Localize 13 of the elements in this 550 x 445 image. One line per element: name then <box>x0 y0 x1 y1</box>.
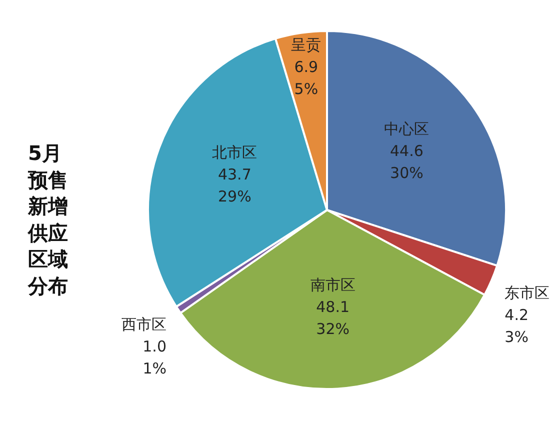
slice-label: 呈贡 <box>291 36 322 54</box>
data-label: 6.9 5% <box>294 58 318 98</box>
slice-label: 北市区 <box>212 144 258 162</box>
data-label: 48.1 32% <box>316 298 350 338</box>
data-label: 44.6 30% <box>390 142 424 182</box>
data-label: 43.7 29% <box>218 166 252 206</box>
slice-label: 西市区 <box>122 316 166 334</box>
data-label: 4.2 3% <box>504 306 529 346</box>
slice-label: 南市区 <box>310 276 356 294</box>
text: 5月预售新增供应区域分布 <box>28 140 69 300</box>
slice-label: 东市区 <box>504 284 550 302</box>
slice-label: 中心区 <box>384 120 430 138</box>
data-label: 1.0 1% <box>142 338 166 378</box>
